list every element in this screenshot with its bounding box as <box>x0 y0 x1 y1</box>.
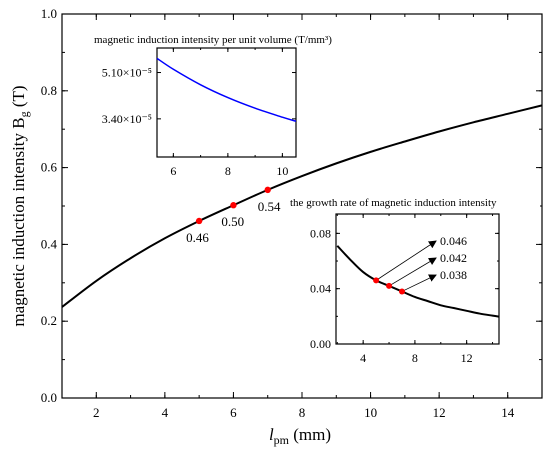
x-tick-label: 8 <box>299 405 306 420</box>
marker-arrow <box>401 274 437 292</box>
marker-label: 0.038 <box>440 268 467 282</box>
marker-point <box>386 282 393 289</box>
inset1-title-bg <box>80 28 392 50</box>
inset2-series-line <box>336 245 500 318</box>
main-series-line <box>61 104 543 308</box>
marker-arrow <box>375 240 437 281</box>
y-tick-label: 0.08 <box>310 226 331 240</box>
y-tick-label: 0.04 <box>310 282 331 296</box>
x-tick-label: 10 <box>276 164 288 178</box>
inset1-series-line <box>156 57 297 123</box>
x-tick-label: 6 <box>170 164 176 178</box>
marker-point <box>373 277 380 284</box>
inset-volume-plot: magnetic induction intensity per unit vo… <box>80 28 392 178</box>
y-axis-title-sub: g <box>17 111 31 117</box>
x-tick-label: 6 <box>230 405 237 420</box>
main-y-ticks: 0.0 0.2 0.4 0.6 0.8 1.0 <box>41 6 542 405</box>
x-tick-label: 4 <box>162 405 169 420</box>
inset1-title: magnetic induction intensity per unit vo… <box>94 34 332 46</box>
inset-growth-rate-plot: the growth rate of magnetic induction in… <box>285 193 540 365</box>
x-axis-title-unit: (mm) <box>289 425 331 444</box>
x-tick-label: 4 <box>360 351 366 365</box>
inset2-title-bg <box>285 193 540 213</box>
x-tick-label: 10 <box>364 405 377 420</box>
main-plot: 2 4 6 8 10 12 14 0.00.20.40.60.81.0 0.460.500.… <box>9 6 543 447</box>
inset1-y-ticks: 3.40×10⁻⁵ 5.10×10⁻⁵ <box>102 66 296 126</box>
main-x-axis-title: lpm (mm) <box>269 425 331 447</box>
inset2-markers: 0.046 0.042 0.038 <box>373 234 467 295</box>
inset2-frame <box>335 213 500 345</box>
main-y-axis-title: magnetic induction intensity Bg (T) <box>9 85 31 326</box>
y-tick-label: 0.8 <box>41 83 57 98</box>
y-tick-label: 0.6 <box>41 160 58 175</box>
marker-label: 0.54 <box>258 199 281 214</box>
inset2-y-ticks: 0.00 0.04 0.08 <box>310 226 499 351</box>
inset2-title: the growth rate of magnetic induction in… <box>290 197 497 209</box>
x-tick-label: 12 <box>461 351 473 365</box>
marker-label: 0.042 <box>440 251 467 265</box>
marker-point <box>264 186 271 194</box>
y-tick-label: 1.0 <box>41 6 57 21</box>
x-tick-label: 8 <box>225 164 231 178</box>
main-markers: 0.46 0.50 0.54 <box>186 186 281 245</box>
y-tick-label: 0.2 <box>41 313 57 328</box>
marker-point <box>195 217 203 225</box>
x-axis-title-sub: pm <box>274 433 290 447</box>
x-tick-label: 8 <box>412 351 418 365</box>
y-tick-label: 5.10×10⁻⁵ <box>102 66 152 80</box>
x-axis-title-main: l <box>269 425 274 444</box>
x-tick-label: 14 <box>501 405 515 420</box>
y-axis-title-main: magnetic induction intensity B <box>9 117 28 326</box>
y-tick-label: 0.0 <box>41 390 57 405</box>
marker-label: 0.046 <box>440 234 467 248</box>
inset2-x-ticks: 4 8 12 <box>336 214 494 365</box>
y-axis-title-unit: (T) <box>9 85 28 111</box>
marker-point <box>398 288 405 295</box>
marker-label: 0.50 <box>221 214 244 229</box>
inset1-frame <box>156 47 297 158</box>
marker-point <box>230 202 237 209</box>
marker-label: 0.46 <box>186 230 209 245</box>
y-tick-label: 0.00 <box>310 337 331 351</box>
x-tick-label: 12 <box>433 405 446 420</box>
x-tick-label: 2 <box>93 405 100 420</box>
y-tick-label: 3.40×10⁻⁵ <box>102 112 152 126</box>
y-tick-label: 0.4 <box>41 236 58 251</box>
marker-arrow <box>388 257 437 287</box>
inset1-x-ticks: 6 8 10 <box>170 48 288 178</box>
